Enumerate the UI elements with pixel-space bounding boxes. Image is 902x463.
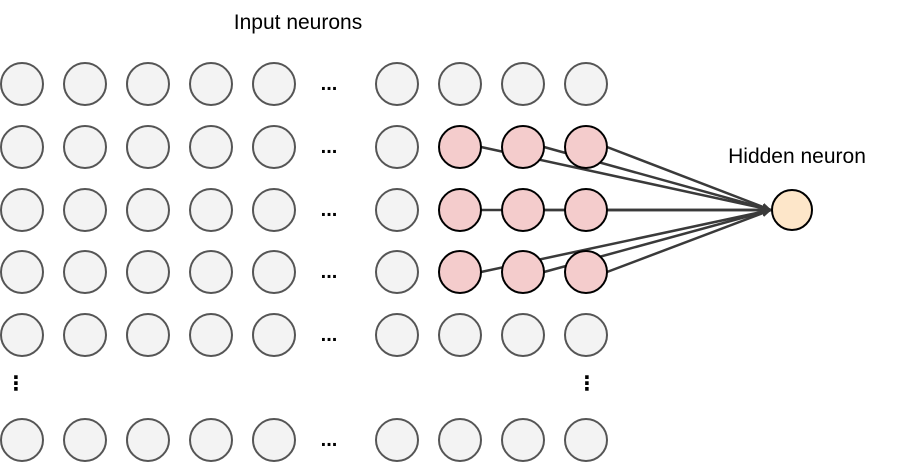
input-neuron <box>189 125 233 169</box>
input-neuron <box>0 125 44 169</box>
receptive-field-neuron <box>501 125 545 169</box>
receptive-field-neuron <box>564 188 608 232</box>
receptive-field-neuron <box>501 250 545 294</box>
input-neuron <box>189 188 233 232</box>
horizontal-ellipsis: ... <box>321 324 338 346</box>
input-neurons-label: Input neurons <box>234 11 362 34</box>
input-neuron <box>252 250 296 294</box>
input-neuron <box>0 418 44 462</box>
input-neuron <box>252 418 296 462</box>
input-neuron <box>375 418 419 462</box>
input-neuron <box>63 418 107 462</box>
input-neuron <box>564 313 608 357</box>
hidden-neuron <box>771 189 813 231</box>
input-neuron <box>0 188 44 232</box>
input-neuron <box>126 418 170 462</box>
horizontal-ellipsis: ... <box>321 73 338 95</box>
horizontal-ellipsis: ... <box>321 429 338 451</box>
input-neuron <box>63 188 107 232</box>
receptive-field-neuron <box>438 125 482 169</box>
vertical-ellipsis-left: ⋮ <box>6 373 26 395</box>
input-neuron <box>375 313 419 357</box>
input-neuron <box>501 62 545 106</box>
input-neuron <box>63 62 107 106</box>
input-neuron <box>252 188 296 232</box>
input-neuron <box>189 313 233 357</box>
input-neuron <box>252 313 296 357</box>
input-neuron <box>0 62 44 106</box>
input-neuron <box>63 250 107 294</box>
input-neuron <box>501 418 545 462</box>
input-neuron <box>126 313 170 357</box>
receptive-field-neuron <box>564 125 608 169</box>
input-neuron <box>501 313 545 357</box>
input-neuron <box>126 250 170 294</box>
connection-arrow <box>606 145 772 212</box>
input-neuron <box>252 62 296 106</box>
input-neuron <box>564 418 608 462</box>
input-neuron-grid <box>0 62 608 462</box>
input-neuron <box>126 188 170 232</box>
input-neuron <box>63 125 107 169</box>
input-neuron <box>375 62 419 106</box>
input-neuron <box>564 62 608 106</box>
input-neuron <box>63 313 107 357</box>
input-neuron <box>438 62 482 106</box>
input-neuron <box>0 250 44 294</box>
input-neuron <box>252 125 296 169</box>
input-neuron <box>375 125 419 169</box>
input-neuron <box>189 62 233 106</box>
input-neuron <box>375 250 419 294</box>
input-neuron <box>126 125 170 169</box>
horizontal-ellipsis: ... <box>321 261 338 283</box>
connection-arrow <box>606 208 772 274</box>
hidden-neuron-label: Hidden neuron <box>728 145 866 168</box>
input-neuron <box>438 313 482 357</box>
receptive-field-neuron <box>438 188 482 232</box>
vertical-ellipsis-right: ⋮ <box>577 373 597 395</box>
input-neuron <box>0 313 44 357</box>
input-neuron <box>438 418 482 462</box>
receptive-field-neuron <box>438 250 482 294</box>
horizontal-ellipsis: ... <box>321 136 338 158</box>
receptive-field-neuron <box>501 188 545 232</box>
input-neuron <box>375 188 419 232</box>
input-neuron <box>189 418 233 462</box>
input-neuron <box>189 250 233 294</box>
horizontal-ellipsis: ... <box>321 199 338 221</box>
input-neuron <box>126 62 170 106</box>
ellipsis-markers: .................. ⋮ ⋮ <box>6 73 597 451</box>
receptive-field-neuron <box>564 250 608 294</box>
